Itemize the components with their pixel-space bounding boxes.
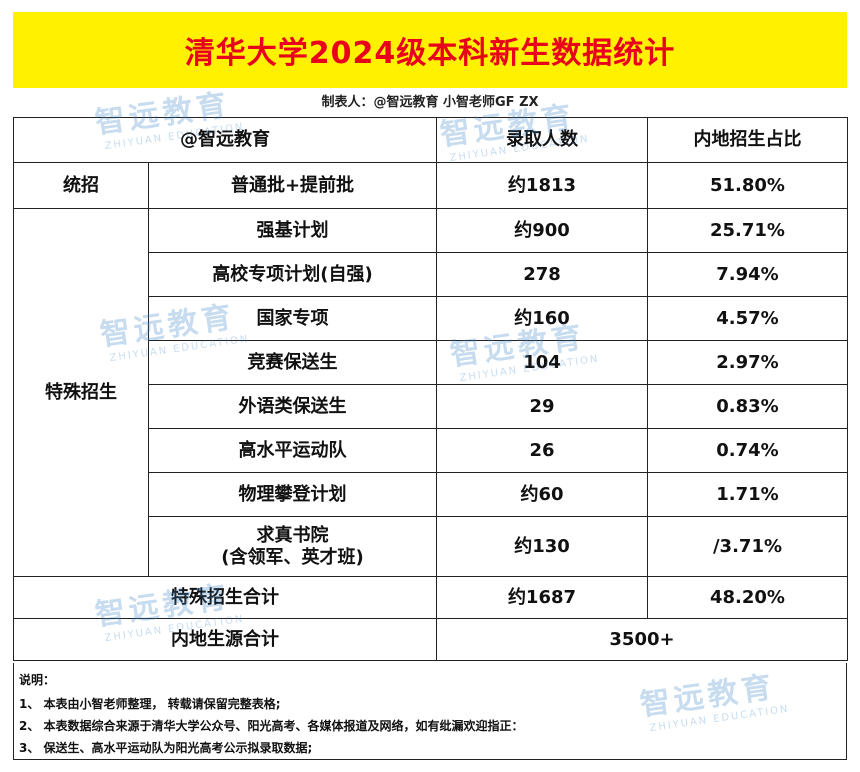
header-org: @智远教育 [13,117,437,163]
row-count: 278 [436,252,648,297]
table-maker-credit: 制表人：@智远教育 小智老师GF ZX [321,95,539,110]
row-ratio: 0.83% [647,384,848,429]
row-count: 29 [436,384,648,429]
notes-section: 说明： 1、 本表由小智老师整理， 转载请保留完整表格; 2、 本表数据综合来源… [13,663,847,760]
special-total-ratio: 48.20% [647,576,848,619]
row-name: 竞赛保送生 [148,340,437,385]
header-row: @智远教育 录取人数 内地招生占比 [13,117,848,163]
row-name: 求真书院 (含领军、英才班) [148,516,437,577]
page-title: 清华大学2024级本科新生数据统计 [184,36,676,71]
row-name: 强基计划 [148,208,437,253]
row-name: 物理攀登计划 [148,472,437,517]
row-ratio: 4.57% [647,296,848,341]
admission-statistics-table: @智远教育 录取人数 内地招生占比 统招 普通批+提前批 约1813 51.80… [13,117,848,661]
row-ratio: 25.71% [647,208,848,253]
table-row: 国家专项 约160 4.57% [14,296,848,341]
row-name: 外语类保送生 [148,384,437,429]
row-name-line1: 求真书院 [256,524,329,546]
row-count: 约160 [436,296,648,341]
notes-heading: 说明： [19,673,56,687]
row-count: 约130 [436,516,648,577]
table-row: 特殊招生 强基计划 约900 25.71% [13,208,848,577]
table-row: 求真书院 (含领军、英才班) 约130 /3.71% [14,516,848,577]
row-ratio: /3.71% [647,516,848,577]
row-ratio: 2.97% [647,340,848,385]
row-count: 约60 [436,472,648,517]
special-total-label: 特殊招生合计 [13,576,437,619]
row-ratio: 7.94% [647,252,848,297]
row-count: 104 [436,340,648,385]
row-name-line2: (含领军、英才班) [221,546,364,568]
row-name: 高水平运动队 [148,428,437,473]
table-row: 高校专项计划(自强) 278 7.94% [14,252,848,297]
note-line-3: 3、 保送生、高水平运动队为阳光高考公示拟录取数据; [19,741,313,755]
note-line-1: 1、 本表由小智老师整理， 转载请保留完整表格; [19,697,281,711]
mainland-total-value: 3500+ [436,618,848,661]
special-total-count: 约1687 [436,576,648,619]
table-row: 外语类保送生 29 0.83% [14,384,848,429]
header-mainland-ratio: 内地招生占比 [647,117,848,163]
row-ratio: 1.71% [647,472,848,517]
header-admission-count: 录取人数 [436,117,648,163]
row-ratio: 51.80% [647,162,848,209]
row-count: 约1813 [436,162,648,209]
note-line-2: 2、 本表数据综合来源于清华大学公众号、阳光高考、各媒体报道及网络，如有纰漏欢迎… [19,719,524,733]
table-row: 高水平运动队 26 0.74% [14,428,848,473]
mainland-total-label: 内地生源合计 [13,618,437,661]
table-row: 竞赛保送生 104 2.97% [14,340,848,385]
row-name: 国家专项 [148,296,437,341]
group-special: 特殊招生 [13,208,149,577]
title-banner: 清华大学2024级本科新生数据统计 [13,12,847,88]
mainland-total-row: 内地生源合计 3500+ [13,618,848,661]
special-total-row: 特殊招生合计 约1687 48.20% [13,576,848,619]
row-count: 约900 [436,208,648,253]
row-count: 26 [436,428,648,473]
table-row: 物理攀登计划 约60 1.71% [14,472,848,517]
row-name: 高校专项计划(自强) [148,252,437,297]
group-unified: 统招 [13,162,149,209]
row-ratio: 0.74% [647,428,848,473]
table-row: 统招 普通批+提前批 约1813 51.80% [13,162,848,209]
row-name: 普通批+提前批 [148,162,437,209]
